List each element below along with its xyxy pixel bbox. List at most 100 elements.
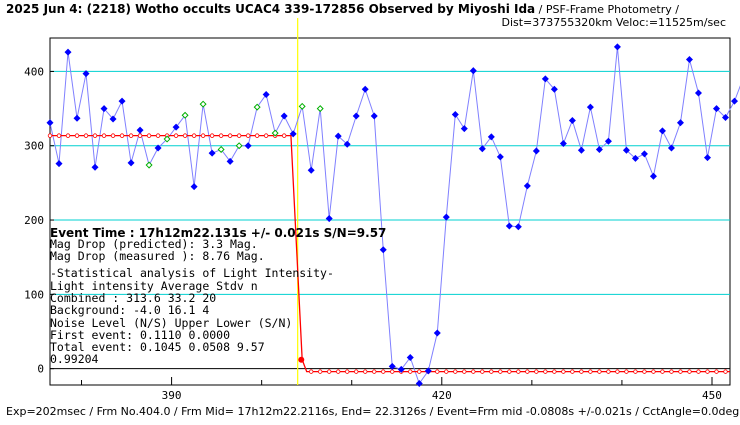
model-point: [254, 133, 260, 138]
model-point: [336, 369, 341, 374]
observed-point: [415, 380, 423, 388]
model-point: [615, 369, 620, 374]
observed-point: [550, 85, 558, 93]
info-box: Event Time : 17h12m22.131s +/- 0.021s S/…: [50, 226, 386, 366]
model-point: [687, 369, 692, 374]
model-point: [489, 369, 494, 374]
y-tick-label: 0: [37, 363, 44, 376]
model-point: [417, 369, 422, 374]
model-point: [209, 133, 215, 138]
info-line: Noise Level (N/S) Upper Lower (S/N): [50, 316, 292, 330]
info-line: Mag Drop (measured ): 8.76 Mag.: [50, 249, 265, 263]
model-point: [480, 369, 485, 374]
y-tick-label: 300: [24, 140, 44, 153]
info-line: Background: -4.0 16.1 4: [50, 303, 209, 317]
observed-point: [100, 105, 108, 113]
model-point: [390, 369, 395, 374]
model-point: [435, 369, 440, 374]
observed-point: [325, 215, 333, 223]
model-event-point: [298, 356, 305, 363]
model-point: [588, 369, 593, 374]
model-point: [191, 133, 197, 138]
model-point: [173, 133, 179, 138]
model-point: [227, 133, 233, 138]
observed-point: [145, 161, 153, 169]
observed-point: [595, 145, 603, 153]
observed-point: [244, 142, 252, 150]
observed-point: [55, 160, 63, 168]
model-point: [218, 133, 224, 138]
observed-point: [64, 48, 72, 56]
observed-point: [370, 112, 378, 120]
observed-point: [424, 367, 432, 375]
observed-point: [181, 111, 189, 119]
x-tick-label: 420: [432, 389, 452, 402]
observed-point: [622, 146, 630, 154]
model-point: [507, 369, 512, 374]
observed-point: [613, 43, 621, 51]
model-point: [579, 369, 584, 374]
observed-point: [136, 126, 144, 134]
info-line: 0.99204: [50, 352, 99, 366]
model-point: [561, 369, 566, 374]
y-tick-label: 200: [24, 214, 44, 227]
y-tick-label: 100: [24, 288, 44, 301]
y-tick-label: 400: [24, 65, 44, 78]
observed-point: [658, 127, 666, 135]
observed-point: [496, 153, 504, 161]
observed-point: [154, 144, 162, 152]
model-point: [110, 133, 116, 138]
observed-point: [82, 70, 90, 78]
observed-point: [298, 102, 306, 110]
model-point: [236, 133, 242, 138]
model-point: [74, 133, 80, 138]
observed-point: [280, 112, 288, 120]
model-point: [83, 133, 89, 138]
model-point: [137, 133, 143, 138]
model-point: [381, 369, 386, 374]
model-point: [92, 133, 98, 138]
observed-point: [46, 119, 54, 127]
model-point: [570, 369, 575, 374]
footer-status: Exp=202msec / Frm No.404.0 / Frm Mid= 17…: [6, 405, 740, 418]
observed-point: [505, 222, 513, 230]
model-point: [705, 369, 710, 374]
observed-point: [703, 154, 711, 162]
model-point: [200, 133, 206, 138]
model-point: [245, 133, 251, 138]
model-point: [642, 369, 647, 374]
event-time-text: Event Time : 17h12m22.131s +/- 0.021s S/…: [50, 226, 386, 240]
model-point: [146, 133, 152, 138]
observed-point: [190, 183, 198, 191]
model-point: [354, 369, 359, 374]
observed-point: [307, 166, 315, 174]
observed-point: [721, 113, 730, 122]
observed-point: [208, 149, 216, 157]
observed-point: [361, 85, 369, 93]
observed-point: [289, 130, 297, 138]
model-point: [606, 369, 611, 374]
observed-point: [235, 142, 243, 150]
model-point: [498, 369, 503, 374]
series-layer: [46, 43, 740, 388]
model-point: [552, 369, 557, 374]
model-point: [525, 369, 530, 374]
observed-point: [226, 157, 234, 165]
observed-point: [217, 145, 225, 153]
observed-point: [631, 154, 639, 162]
chart-title-main: 2025 Jun 4: (2218) Wotho occults UCAC4 3…: [6, 2, 536, 16]
observed-point: [568, 116, 576, 124]
observed-point: [604, 137, 612, 145]
model-point: [65, 133, 71, 138]
model-point: [317, 369, 323, 374]
model-point: [669, 369, 674, 374]
model-point: [597, 369, 602, 374]
info-line: First event: 0.1110 0.0000: [50, 328, 230, 342]
observed-point: [379, 246, 387, 254]
observed-point: [127, 159, 135, 167]
model-point: [345, 369, 350, 374]
observed-point: [172, 123, 180, 131]
observed-point: [694, 89, 702, 97]
info-line: Light intensity Average Stdv n: [50, 279, 258, 293]
